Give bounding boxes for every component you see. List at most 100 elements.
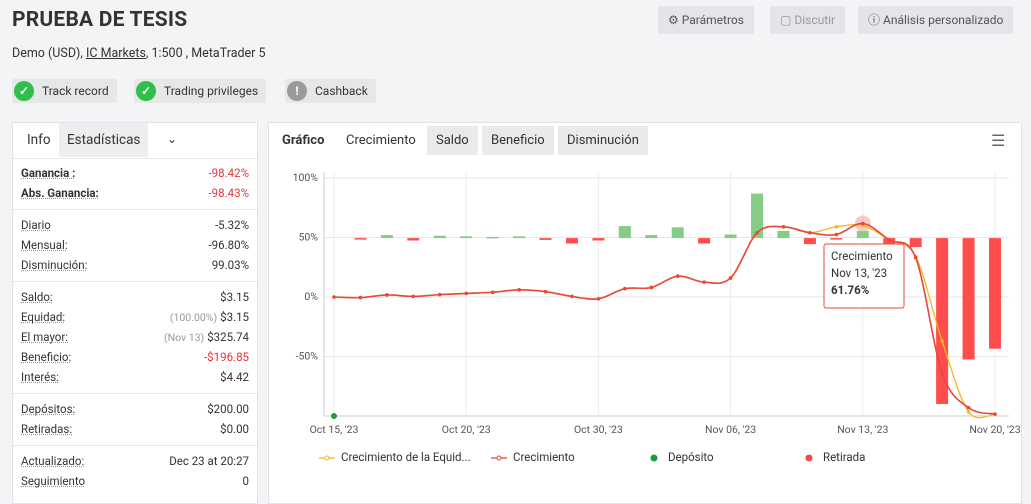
- separator: [13, 445, 257, 446]
- x-tick-label: Oct 30, '23: [574, 423, 623, 436]
- bar: [856, 230, 869, 239]
- legend-swatch: [496, 455, 502, 461]
- stat-label: Diario: [21, 218, 51, 232]
- bar: [618, 226, 631, 239]
- tab[interactable]: Gráfico: [273, 126, 334, 155]
- stat-value-text: $200.00: [207, 402, 249, 416]
- tab[interactable]: Disminución: [558, 126, 648, 155]
- point: [437, 292, 442, 297]
- stat-value-text: $0.00: [220, 422, 249, 436]
- tab-chevron[interactable]: ⌄: [167, 132, 178, 146]
- separator: [13, 281, 257, 282]
- stat-label: Interés:: [21, 370, 59, 384]
- x-tick-label: Nov 20, '23: [969, 423, 1020, 436]
- tab[interactable]: Estadísticas: [59, 123, 149, 157]
- stat-value: $200.00: [207, 399, 249, 419]
- stat-value: -98.43%: [209, 183, 250, 203]
- stat-value: (Nov 13) $325.74: [164, 327, 249, 348]
- params-button[interactable]: ⚙ Parámetros: [658, 6, 754, 34]
- stat-label: Mensual:: [21, 238, 68, 252]
- account-title: PRUEBA DE TESIS: [12, 8, 188, 32]
- point: [834, 224, 839, 229]
- stat-label: Beneficio:: [21, 350, 72, 364]
- point: [781, 224, 786, 229]
- bar: [751, 193, 764, 239]
- y-tick-label: 100%: [293, 171, 319, 184]
- analysis-button[interactable]: ⓘ Análisis personalizado: [858, 6, 1014, 34]
- stat-value: (100.00%) $3.15: [170, 307, 249, 328]
- settings-icon[interactable]: ☰: [991, 131, 1006, 150]
- point: [385, 293, 389, 297]
- separator: [13, 209, 257, 210]
- legend-label: Depósito: [668, 450, 714, 464]
- stat-value-text: $3.15: [220, 290, 249, 304]
- stat-label: Seguimiento: [21, 474, 86, 488]
- stat-label: Saldo:: [21, 290, 53, 304]
- tooltip-series: Crecimiento: [831, 249, 893, 263]
- stat-value-text: 0: [242, 474, 249, 488]
- x-tick-label: Nov 13, '23: [837, 423, 888, 436]
- stat-note: (100.00%): [169, 311, 218, 324]
- bar: [962, 238, 975, 360]
- tab[interactable]: Saldo: [427, 126, 478, 155]
- discuss-button[interactable]: ▢ Discutir: [770, 6, 846, 34]
- stats-panel: Info Estadísticas ⌄ Ganancia : -98.42% Abs…: [12, 122, 258, 504]
- bar: [698, 238, 711, 244]
- stat-row: El mayor: (Nov 13) $325.74: [21, 327, 249, 347]
- stat-value-text: -98.42%: [208, 166, 250, 180]
- tooltip-box: [823, 243, 905, 309]
- badge-label: Trading privileges: [164, 84, 259, 98]
- account-info: Demo (USD), IC Markets, 1:500 , MetaTrad…: [12, 46, 266, 61]
- stat-label: Ganancia :: [21, 166, 76, 180]
- bar: [380, 235, 393, 239]
- stat-row: Depósitos: $200.00: [21, 399, 249, 419]
- tooltip-value: 61.76%: [831, 283, 869, 297]
- point: [966, 410, 971, 414]
- deposit-marker: [331, 413, 337, 419]
- y-tick-label: -50%: [296, 349, 319, 362]
- point: [808, 230, 812, 235]
- stat-label: Abs. Ganancia:: [21, 186, 99, 200]
- chart-panel: Gráfico Crecimiento Saldo Beneficio Dism…: [268, 122, 1022, 504]
- badge: ✓ Track record: [12, 79, 117, 103]
- stat-row: Seguimiento 0: [21, 471, 249, 491]
- stat-row: Saldo: $3.15: [21, 287, 249, 307]
- point: [834, 232, 839, 237]
- stat-label: Depósitos:: [21, 402, 76, 416]
- account-prefix: Demo (USD),: [12, 46, 83, 61]
- stat-row: Actualizado: Dec 23 at 20:27: [21, 451, 249, 471]
- bar: [460, 236, 473, 239]
- stat-row: Mensual: -96.80%: [21, 235, 249, 255]
- tooltip-date: Nov 13, '23: [831, 266, 887, 280]
- tab[interactable]: Beneficio: [482, 126, 554, 155]
- point: [543, 289, 548, 294]
- legend-swatch: [650, 454, 658, 462]
- stat-value-text: -98.43%: [208, 186, 250, 200]
- legend-label: Retirada: [823, 450, 865, 464]
- point: [623, 286, 627, 291]
- y-tick-label: 50%: [299, 230, 319, 243]
- bar: [565, 238, 578, 244]
- stat-value-text: Dec 23 at 20:27: [169, 454, 249, 468]
- bar: [671, 227, 684, 239]
- point: [913, 255, 918, 260]
- point: [940, 339, 944, 343]
- x-tick-label: Oct 15, '23: [310, 423, 359, 436]
- broker-link[interactable]: IC Markets: [85, 46, 146, 61]
- legend-swatch: [324, 455, 330, 461]
- stat-value: $0.00: [220, 419, 249, 439]
- bar: [830, 238, 843, 240]
- stat-value: -98.42%: [209, 163, 250, 183]
- point: [887, 238, 892, 242]
- tab[interactable]: Info: [27, 132, 51, 148]
- stat-value: 0: [243, 471, 249, 491]
- stat-value-text: $4.42: [220, 370, 249, 384]
- point: [596, 296, 601, 301]
- legend-swatch: [805, 454, 813, 462]
- bar: [803, 238, 816, 245]
- bar: [724, 234, 737, 239]
- tab[interactable]: Crecimiento: [337, 126, 425, 155]
- bar: [407, 238, 420, 241]
- stat-value: -5.32%: [215, 215, 249, 235]
